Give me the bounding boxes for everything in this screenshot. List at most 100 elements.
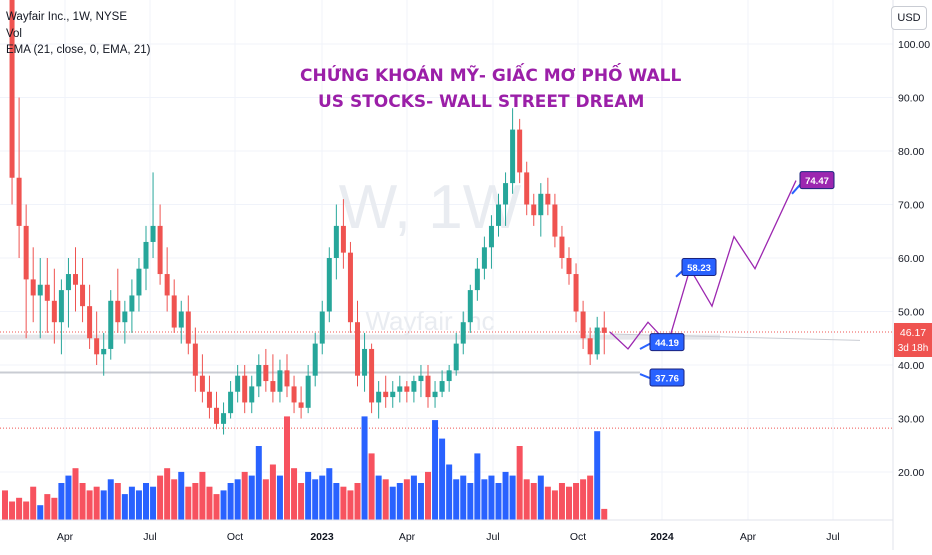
- watermark-small: Wayfair Inc: [365, 306, 494, 336]
- candle-body: [333, 225, 339, 258]
- volume-bar: [135, 490, 142, 520]
- candle-body: [108, 300, 114, 349]
- candle-body: [418, 375, 424, 382]
- volume-bar: [51, 497, 58, 520]
- candle-body: [538, 193, 544, 216]
- candle-body: [369, 348, 375, 403]
- volume-bar: [516, 446, 523, 520]
- volume-bar: [495, 483, 502, 520]
- volume-bar: [530, 483, 537, 520]
- volume-bar: [185, 486, 192, 520]
- candle-body: [439, 381, 445, 392]
- volume-bar: [248, 475, 255, 520]
- y-tick-label: 40.00: [898, 360, 924, 372]
- volume-bar: [573, 483, 580, 520]
- candle-body: [270, 381, 276, 392]
- y-tick-label: 50.00: [898, 307, 924, 319]
- candle-body: [192, 343, 198, 376]
- volume-bar: [206, 486, 213, 520]
- candle-body: [150, 225, 156, 242]
- volume-bar: [544, 486, 551, 520]
- volume-bar: [403, 479, 410, 520]
- volume-bar: [16, 497, 23, 520]
- volume-bar: [128, 486, 135, 520]
- candle-body: [185, 311, 191, 344]
- candle-body: [305, 375, 311, 408]
- candle-body: [552, 204, 558, 237]
- volume-bar: [37, 505, 44, 520]
- currency-button[interactable]: USD: [891, 6, 927, 30]
- volume-bar: [523, 479, 530, 520]
- candle-body: [263, 365, 269, 382]
- candle-body: [355, 322, 360, 376]
- candle-body: [44, 284, 50, 301]
- volume-bar: [114, 483, 121, 520]
- candle-body: [51, 300, 57, 323]
- volume-bar: [107, 479, 114, 520]
- legend-symbol[interactable]: Wayfair Inc., 1W, NYSE: [6, 11, 127, 23]
- volume-bar: [389, 486, 396, 520]
- volume-bar: [178, 471, 185, 520]
- volume-bar: [58, 483, 65, 520]
- volume-bar: [488, 475, 495, 520]
- x-tick-label: Oct: [570, 531, 586, 543]
- candle-body: [80, 284, 86, 307]
- candle-body: [411, 381, 417, 392]
- candle-body: [23, 225, 29, 280]
- volume-bar: [425, 471, 431, 520]
- volume-bar: [157, 475, 164, 520]
- candle-body: [404, 386, 410, 392]
- volume-bar: [2, 490, 8, 520]
- volume-bar: [192, 483, 199, 520]
- volume-bar: [537, 475, 544, 520]
- volume-bar: [347, 490, 354, 520]
- legend-ema[interactable]: EMA (21, close, 0, EMA, 21): [6, 44, 151, 56]
- volume-bar: [143, 483, 149, 520]
- candle-body: [425, 375, 431, 398]
- candle-body: [460, 322, 466, 344]
- candle-body: [446, 370, 452, 382]
- y-tick-label: 60.00: [898, 253, 924, 265]
- volume-bar: [234, 479, 241, 520]
- y-tick-label: 90.00: [898, 93, 924, 105]
- candle-body: [256, 365, 262, 387]
- price-label-box: [649, 368, 685, 387]
- volume-bar: [396, 483, 403, 520]
- candle-body: [37, 284, 43, 296]
- volume-bar: [241, 471, 248, 520]
- volume-bar: [361, 416, 368, 520]
- candle-body: [326, 258, 332, 312]
- x-tick-label: Jul: [143, 531, 156, 543]
- volume-bar: [227, 483, 234, 520]
- volume-bar: [382, 479, 389, 520]
- legend-vol[interactable]: Vol: [6, 27, 22, 40]
- y-tick-label: 20.00: [898, 467, 924, 479]
- last-price-countdown: 3d 18h: [898, 343, 929, 354]
- candle-body: [30, 279, 36, 296]
- candle-body: [467, 290, 473, 323]
- candle-body: [87, 306, 93, 339]
- candle-body: [559, 236, 565, 258]
- volume-bar: [551, 490, 558, 520]
- candle-body: [531, 204, 537, 216]
- chart-legend: Wayfair Inc., 1W, NYSE Vol EMA (21, clos…: [6, 9, 150, 59]
- candle-body: [9, 0, 15, 178]
- candle-body: [517, 129, 523, 173]
- price-label-box: [799, 171, 835, 190]
- volume-bar: [220, 490, 227, 520]
- candle-body: [545, 193, 551, 205]
- candle-body: [390, 391, 396, 398]
- volume-bar: [100, 490, 107, 520]
- volume-bar: [30, 486, 37, 520]
- price-label-box: [649, 333, 685, 352]
- candle-body: [453, 343, 459, 371]
- volume-bar: [291, 468, 298, 520]
- candle-body: [319, 311, 325, 344]
- volume-bar: [594, 431, 601, 520]
- candle-body: [587, 338, 593, 355]
- volume-bar: [213, 494, 220, 520]
- volume-bar: [453, 479, 460, 520]
- candle-body: [510, 129, 516, 184]
